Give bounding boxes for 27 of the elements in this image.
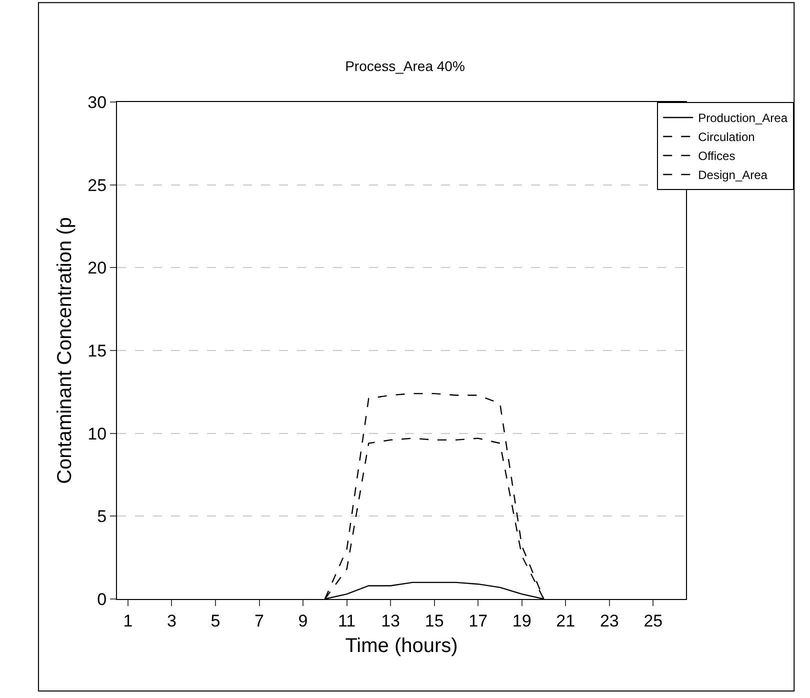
x-tick-label: 5	[210, 611, 220, 630]
x-tick-label: 3	[166, 611, 176, 630]
x-tick-label: 11	[338, 611, 356, 630]
x-tick-label: 25	[644, 611, 663, 630]
legend-label: Design_Area	[698, 168, 768, 182]
y-tick-label: 5	[97, 507, 107, 526]
y-tick-label: 10	[88, 424, 107, 444]
x-tick-label: 7	[254, 611, 264, 630]
x-tick-label: 9	[298, 611, 308, 630]
x-tick-label: 21	[556, 611, 576, 630]
x-tick-label: 1	[123, 611, 133, 630]
y-tick-label: 25	[88, 176, 107, 195]
legend-label: Circulation	[698, 130, 755, 144]
y-tick-label: 20	[88, 258, 107, 278]
y-tick-label: 30	[88, 92, 107, 112]
legend-label: Offices	[698, 149, 736, 164]
x-axis-title: Time (hours)	[345, 634, 458, 657]
y-tick-label: 15	[88, 341, 107, 360]
x-tick-label: 15	[424, 611, 444, 630]
x-tick-label: 19	[512, 611, 532, 630]
legend-label: Production_Area	[698, 111, 788, 126]
x-tick-label: 17	[468, 611, 488, 630]
chart-title: Process_Area 40%	[345, 58, 465, 74]
x-tick-label: 13	[381, 611, 400, 630]
y-tick-label: 0	[97, 590, 107, 609]
y-axis-title: Contaminant Concentration (p	[54, 217, 76, 484]
x-tick-label: 23	[600, 611, 619, 630]
